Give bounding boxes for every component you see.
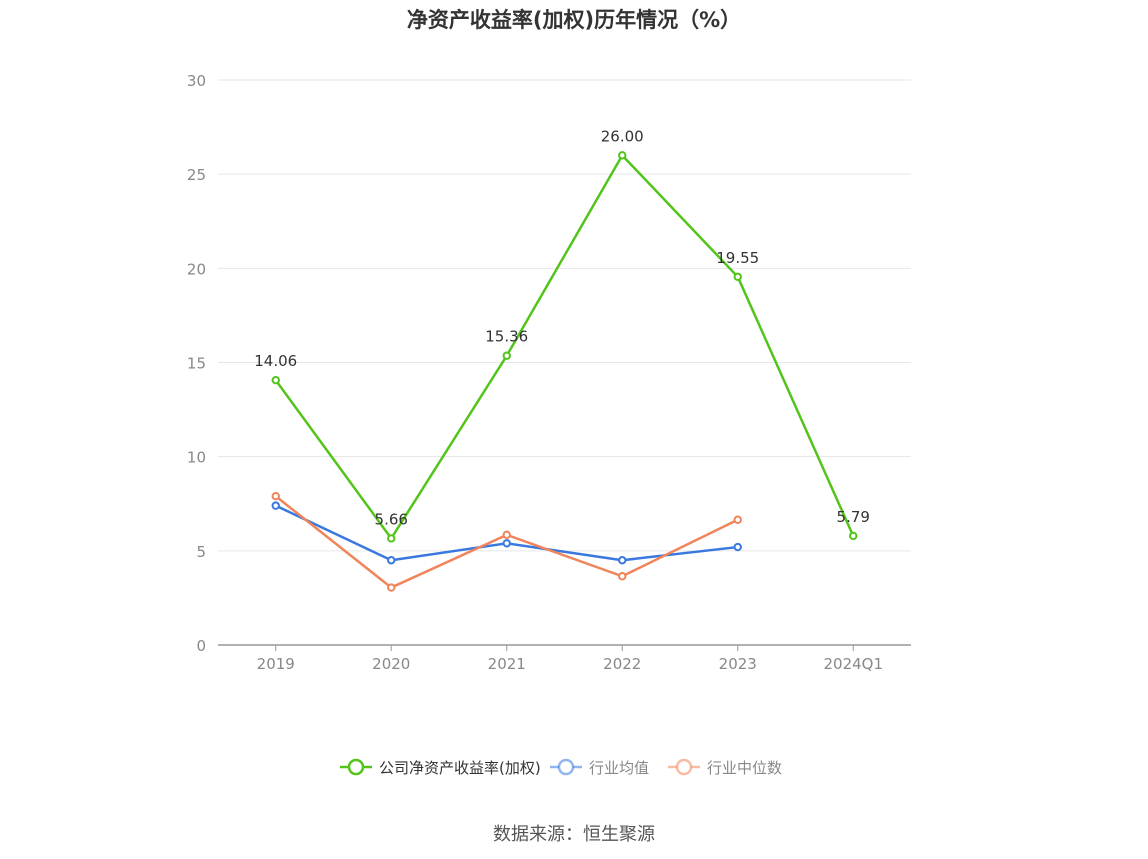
data-point bbox=[618, 556, 627, 565]
chart-title: 净资产收益率(加权)历年情况（%） bbox=[406, 8, 742, 32]
y-tick-label: 25 bbox=[187, 166, 206, 184]
x-tick-label: 2019 bbox=[257, 655, 295, 673]
legend-marker bbox=[675, 758, 693, 776]
data-label: 5.79 bbox=[837, 508, 870, 526]
y-tick-label: 30 bbox=[187, 72, 206, 90]
data-label: 15.36 bbox=[485, 328, 528, 346]
legend-marker bbox=[557, 758, 575, 776]
x-tick-label: 2022 bbox=[603, 655, 641, 673]
y-tick-label: 20 bbox=[187, 260, 206, 278]
data-point bbox=[618, 151, 627, 160]
data-point bbox=[502, 539, 511, 548]
x-tick-label: 2023 bbox=[719, 655, 757, 673]
grid-lines bbox=[218, 79, 911, 552]
data-label: 26.00 bbox=[601, 127, 644, 145]
x-tick-label: 2020 bbox=[372, 655, 410, 673]
legend: 公司净资产收益率(加权) 行业均值 行业中位数 bbox=[340, 758, 782, 777]
x-tick-label: 2021 bbox=[488, 655, 526, 673]
y-tick-label: 15 bbox=[187, 355, 206, 373]
data-point bbox=[502, 530, 511, 540]
data-point bbox=[387, 534, 396, 543]
data-point bbox=[849, 531, 858, 541]
x-axis: 2019 2020 2021 2022 2023 2024Q1 bbox=[218, 644, 911, 673]
data-point bbox=[733, 515, 742, 524]
series-line bbox=[274, 154, 855, 540]
series-lines bbox=[271, 151, 858, 592]
legend-label: 行业均值 bbox=[589, 759, 649, 777]
data-point bbox=[618, 572, 627, 581]
data-point bbox=[271, 376, 280, 385]
legend-label: 行业中位数 bbox=[707, 759, 782, 777]
data-label: 14.06 bbox=[254, 352, 297, 370]
y-tick-label: 10 bbox=[187, 449, 206, 467]
data-point bbox=[271, 501, 280, 510]
legend-label: 公司净资产收益率(加权) bbox=[379, 759, 541, 777]
data-label: 19.55 bbox=[716, 249, 759, 267]
data-label: 5.66 bbox=[375, 510, 408, 528]
y-axis-ticks: 0 5 10 15 20 25 30 bbox=[187, 72, 206, 655]
y-tick-label: 0 bbox=[196, 637, 206, 655]
data-point bbox=[271, 492, 280, 501]
data-labels: 14.06 5.66 15.36 26.00 19.55 5.79 bbox=[254, 127, 870, 528]
y-tick-label: 5 bbox=[196, 543, 206, 561]
data-source: 数据来源：恒生聚源 bbox=[493, 824, 655, 845]
legend-marker bbox=[347, 758, 365, 776]
data-point bbox=[733, 542, 742, 552]
data-point bbox=[387, 556, 396, 565]
data-point bbox=[733, 272, 742, 282]
data-point bbox=[502, 351, 511, 360]
x-tick-label: 2024Q1 bbox=[823, 655, 883, 673]
data-point bbox=[387, 583, 396, 592]
